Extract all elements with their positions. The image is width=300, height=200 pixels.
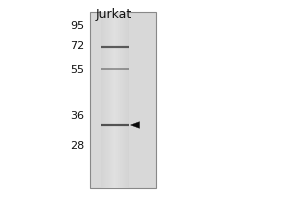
Bar: [109, 12, 110, 188]
Bar: [105, 12, 106, 188]
Polygon shape: [130, 122, 140, 128]
Bar: [119, 12, 120, 188]
Text: Jurkat: Jurkat: [96, 8, 132, 21]
Bar: [102, 12, 103, 188]
Text: 55: 55: [70, 65, 84, 75]
Bar: [115, 12, 116, 188]
Bar: [113, 12, 114, 188]
Bar: [100, 12, 101, 188]
Bar: [114, 12, 115, 188]
Bar: [120, 12, 121, 188]
Bar: [120, 12, 121, 188]
Bar: [101, 12, 102, 188]
Bar: [103, 12, 104, 188]
Bar: [104, 12, 105, 188]
Bar: [116, 12, 117, 188]
Text: 72: 72: [70, 41, 84, 51]
Bar: [108, 12, 109, 188]
Text: 95: 95: [70, 21, 84, 31]
Bar: [118, 12, 119, 188]
Text: 28: 28: [70, 141, 84, 151]
Bar: [107, 12, 108, 188]
Bar: [126, 12, 127, 188]
Bar: [90, 12, 156, 188]
Bar: [110, 12, 111, 188]
Bar: [117, 12, 118, 188]
Bar: [123, 12, 124, 188]
Bar: [125, 12, 126, 188]
Bar: [106, 12, 107, 188]
Bar: [122, 12, 123, 188]
Bar: [111, 12, 112, 188]
Text: 36: 36: [70, 111, 84, 121]
Bar: [128, 12, 129, 188]
Bar: [124, 12, 125, 188]
Bar: [121, 12, 122, 188]
Bar: [112, 12, 113, 188]
